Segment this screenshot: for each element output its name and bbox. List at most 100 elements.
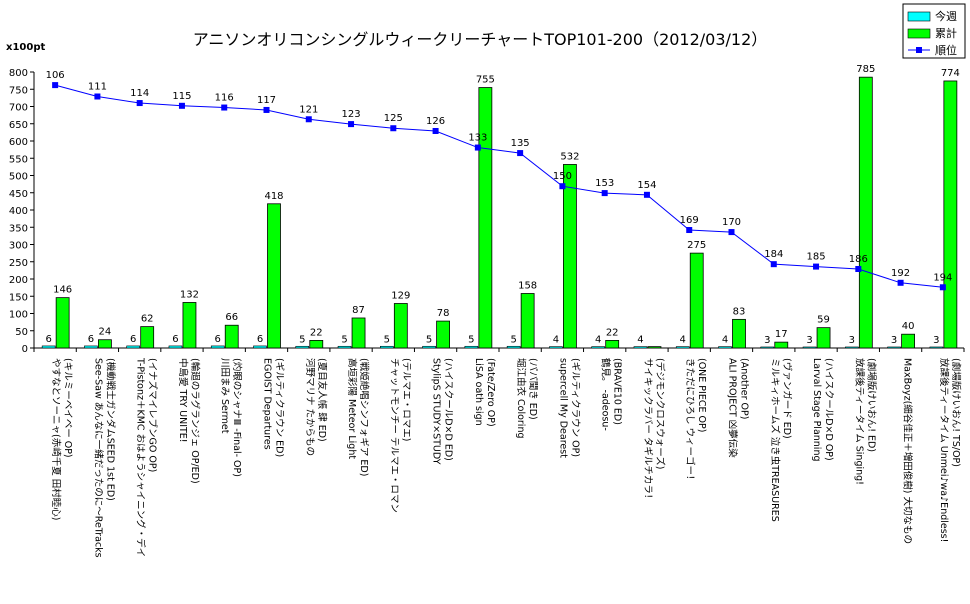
x-category-label: やすなとソーニャ(赤崎千夏 田村睦心) (キルミーベイベー OP): [50, 358, 73, 520]
total-value-label: 418: [264, 191, 283, 202]
total-bar: [267, 203, 281, 349]
rank-value-label: 116: [215, 93, 234, 104]
weekly-value-label: 5: [468, 334, 474, 345]
weekly-value-label: 3: [806, 335, 812, 346]
weekly-bar: [802, 346, 817, 349]
rank-value-label: 153: [595, 178, 614, 189]
rank-value-label: 185: [806, 252, 825, 263]
weekly-bar: [84, 345, 98, 349]
x-category-label: 鶴見。 -adeosu- (BRAVE10 ED): [600, 358, 623, 431]
rank-value-label: 114: [130, 88, 149, 99]
total-bar: [309, 340, 324, 349]
rank-value-label: 125: [384, 113, 403, 124]
axes: [33, 72, 964, 349]
weekly-value-label: 4: [637, 335, 643, 346]
weekly-bar: [506, 345, 521, 349]
x-category-label: 中島愛 TRY UNITE! (輪廻のラグランジェ OP/ED): [177, 358, 201, 484]
weekly-bar: [845, 346, 859, 349]
weekly-value-label: 6: [130, 334, 136, 345]
x-category-label-line: 放課後ティータイム Unmei♪wa♪Endless!: [938, 358, 950, 542]
y-tick-label: 750: [9, 85, 28, 96]
rank-value-label: 184: [764, 249, 783, 260]
x-category-label-line: (BRAVE10 ED): [612, 358, 623, 425]
x-category-label-line: (ヴァンガード ED): [781, 358, 793, 439]
weekly-value-label: 6: [88, 334, 94, 345]
rank-point: [52, 82, 59, 89]
total-bar: [182, 302, 197, 349]
weekly-value-label: 4: [680, 335, 686, 346]
x-category-label-line: (ハイスクールD×D ED): [443, 358, 454, 461]
rank-line: [52, 82, 946, 291]
total-bar: [943, 80, 958, 349]
total-bar: [816, 327, 831, 349]
rank-point: [178, 102, 185, 109]
weekly-bar: [253, 345, 267, 349]
x-category-label-line: ミルキィホームズ 泣き虫TREASURES: [769, 358, 781, 522]
total-value-label: 62: [141, 314, 154, 325]
total-value-label: 774: [941, 68, 960, 79]
weekly-bar: [422, 345, 436, 349]
weekly-value-label: 6: [257, 334, 263, 345]
weekly-bar: [295, 345, 310, 349]
x-category-label-line: (テルマエ・ロマエ): [400, 358, 411, 441]
total-bar: [98, 339, 112, 349]
x-category-label-line: きただにひろし ウィーゴー！: [684, 358, 696, 485]
total-bar: [647, 346, 662, 349]
total-value-label: 785: [856, 64, 875, 75]
total-value-label: 59: [817, 315, 830, 326]
weekly-bar: [210, 345, 225, 349]
total-value-label: 78: [437, 308, 450, 319]
y-axis-ticks: 0 50 100 150 200 250 300 350 400 450 500 550 600 650 7…: [9, 68, 34, 355]
rank-value-label: 123: [341, 109, 360, 120]
weekly-value-label: 3: [764, 335, 770, 346]
rank-value-label: 154: [637, 180, 656, 191]
x-category-label-line: 堀江由衣 Coloring: [515, 358, 527, 439]
total-value-label: 275: [687, 240, 706, 251]
weekly-value-label: 5: [341, 334, 347, 345]
total-value-label: 132: [180, 289, 199, 300]
total-value-label: 158: [518, 280, 537, 291]
rank-value-label: 135: [511, 138, 530, 149]
x-category-label: ミルキィホームズ 泣き虫TREASURES (ヴァンガード ED): [769, 358, 793, 522]
rank-point: [305, 116, 312, 123]
total-bar: [858, 76, 873, 349]
x-category-label: Larval Stage Planning (ハイスクールD×D OP): [811, 358, 834, 462]
rank-point: [939, 284, 946, 291]
x-category-label-line: (Fate/Zero OP): [485, 358, 496, 427]
legend-label-weekly: 今週: [935, 9, 957, 23]
weekly-bar: [887, 346, 901, 349]
x-category-label-line: (デジモンクロスウォーズ): [654, 358, 666, 469]
rank-value-label: 186: [849, 254, 868, 265]
x-category-label-line: 鶴見。 -adeosu-: [600, 358, 612, 431]
total-bar: [351, 317, 366, 349]
x-category-label: きただにひろし ウィーゴー！ (ONE PIECE OP): [684, 358, 707, 485]
total-bar: [436, 320, 450, 349]
rank-point: [432, 127, 439, 134]
weekly-value-label: 3: [891, 335, 897, 346]
rank-value-label: 121: [299, 104, 318, 115]
rank-point: [348, 121, 355, 128]
rank-point: [686, 227, 693, 234]
weekly-bar: [549, 346, 563, 349]
weekly-bar: [760, 346, 775, 349]
y-tick-label: 50: [15, 327, 28, 338]
x-category-label: ALI PROJECT 凶夢伝染 (Another OP): [727, 358, 750, 458]
rank-point: [390, 125, 397, 132]
y-tick-label: 700: [9, 103, 28, 114]
data-labels: 6146624662613266664185225875129578575551…: [45, 64, 959, 346]
weekly-value-label: 5: [299, 334, 305, 345]
total-value-label: 17: [775, 329, 788, 340]
y-tick-label: 100: [9, 310, 28, 321]
x-category-label: LiSA oath sign (Fate/Zero OP): [473, 358, 496, 427]
x-category-label-line: やすなとソーニャ(赤崎千夏 田村睦心): [50, 358, 62, 520]
y-tick-label: 300: [9, 241, 28, 252]
rank-value-label: 126: [426, 116, 445, 127]
total-bar: [605, 340, 620, 349]
y-tick-label: 250: [9, 258, 28, 269]
y-axis-label: x100pt: [6, 42, 45, 53]
weekly-bar: [929, 346, 944, 349]
x-category-label-line: (ギルティクラウン OP): [569, 358, 580, 457]
total-bar: [478, 87, 493, 349]
weekly-value-label: 5: [384, 334, 390, 345]
